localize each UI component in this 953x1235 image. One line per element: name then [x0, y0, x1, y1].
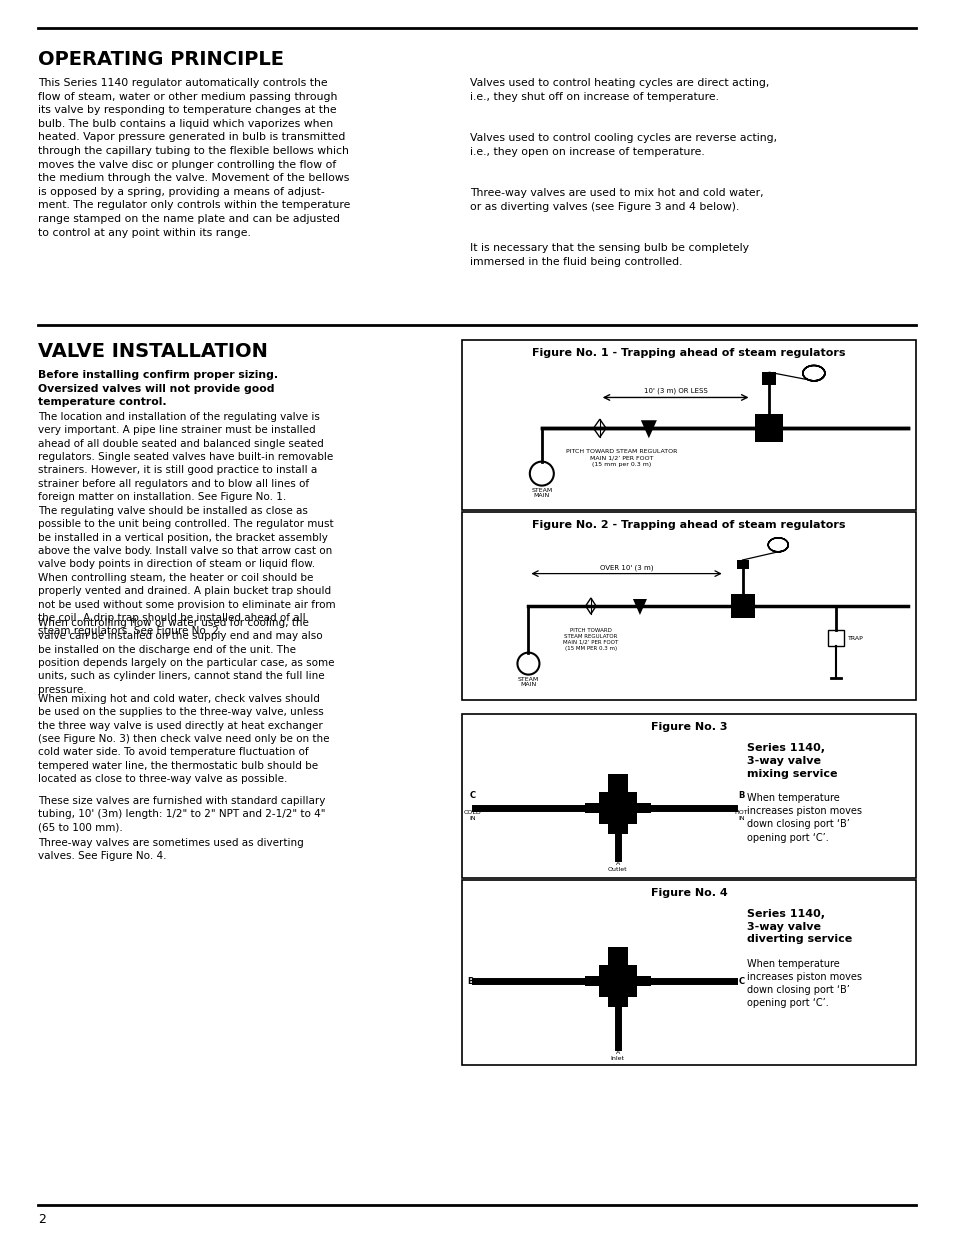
- Text: Three-way valves are used to mix hot and cold water,
or as diverting valves (see: Three-way valves are used to mix hot and…: [470, 188, 762, 211]
- Text: 10' (3 m) OR LESS: 10' (3 m) OR LESS: [643, 388, 707, 394]
- Text: B: B: [738, 792, 744, 800]
- Polygon shape: [632, 599, 646, 615]
- Text: When temperature
increases piston moves
down closing port ‘B’
opening port ‘C’.: When temperature increases piston moves …: [746, 958, 862, 1009]
- Bar: [607, 947, 627, 966]
- Bar: [755, 414, 782, 442]
- Text: OVER 10' (3 m): OVER 10' (3 m): [599, 564, 653, 571]
- Text: Before installing confirm proper sizing.
Oversized valves will not provide good
: Before installing confirm proper sizing.…: [38, 370, 278, 408]
- Text: Figure No. 1 - Trapping ahead of steam regulators: Figure No. 1 - Trapping ahead of steam r…: [532, 348, 845, 358]
- Text: It is necessary that the sensing bulb be completely
immersed in the fluid being : It is necessary that the sensing bulb be…: [470, 243, 748, 267]
- Text: B: B: [467, 977, 474, 986]
- Text: VALVE INSTALLATION: VALVE INSTALLATION: [38, 342, 268, 361]
- Bar: [636, 804, 650, 814]
- Bar: [607, 825, 627, 835]
- Text: A
Inlet: A Inlet: [610, 1050, 624, 1061]
- Text: Figure No. 2 - Trapping ahead of steam regulators: Figure No. 2 - Trapping ahead of steam r…: [532, 520, 845, 530]
- Text: TRAP: TRAP: [847, 636, 863, 641]
- Text: A
Outlet: A Outlet: [607, 861, 627, 872]
- Bar: [584, 977, 598, 987]
- Bar: [598, 966, 636, 998]
- Text: C: C: [470, 792, 476, 800]
- Text: When mixing hot and cold water, check valves should
be used on the supplies to t: When mixing hot and cold water, check va…: [38, 694, 329, 784]
- Text: When controlling flow of water used for cooling, the
valve can be installed on t: When controlling flow of water used for …: [38, 618, 335, 695]
- Text: C: C: [738, 977, 744, 986]
- Text: STEAM
MAIN: STEAM MAIN: [531, 488, 552, 499]
- Bar: [607, 998, 627, 1008]
- Text: COLD
IN: COLD IN: [463, 810, 481, 821]
- Bar: [607, 774, 627, 793]
- Text: Three-way valves are sometimes used as diverting
valves. See Figure No. 4.: Three-way valves are sometimes used as d…: [38, 839, 303, 861]
- Polygon shape: [640, 420, 657, 438]
- Bar: [827, 630, 843, 646]
- Bar: [461, 714, 915, 878]
- Text: Series 1140,
3-way valve
diverting service: Series 1140, 3-way valve diverting servi…: [746, 909, 851, 945]
- Text: Figure No. 3: Figure No. 3: [650, 722, 726, 732]
- Bar: [461, 881, 915, 1065]
- Text: HOT
IN: HOT IN: [734, 810, 747, 821]
- Text: This Series 1140 regulator automatically controls the
flow of steam, water or ot: This Series 1140 regulator automatically…: [38, 78, 350, 237]
- Bar: [461, 513, 915, 700]
- Text: The regulating valve should be installed as close as
possible to the unit being : The regulating valve should be installed…: [38, 506, 335, 636]
- Bar: [761, 372, 776, 385]
- Bar: [636, 977, 650, 987]
- Text: The location and installation of the regulating valve is
very important. A pipe : The location and installation of the reg…: [38, 412, 333, 503]
- Bar: [584, 804, 598, 814]
- Bar: [461, 340, 915, 510]
- Text: When temperature
increases piston moves
down closing port ‘B’
opening port ‘C’.: When temperature increases piston moves …: [746, 793, 862, 842]
- Bar: [598, 793, 636, 825]
- Text: Valves used to control heating cycles are direct acting,
i.e., they shut off on : Valves used to control heating cycles ar…: [470, 78, 768, 101]
- Text: These size valves are furnished with standard capillary
tubing, 10' (3m) length:: These size valves are furnished with sta…: [38, 797, 325, 832]
- Text: Valves used to control cooling cycles are reverse acting,
i.e., they open on inc: Valves used to control cooling cycles ar…: [470, 133, 777, 157]
- Text: PITCH TOWARD
STEAM REGULATOR
MAIN 1/2’ PER FOOT
(15 MM PER 0.3 m): PITCH TOWARD STEAM REGULATOR MAIN 1/2’ P…: [562, 627, 618, 651]
- Text: 2: 2: [38, 1213, 46, 1226]
- Text: PITCH TOWARD STEAM REGULATOR
MAIN 1/2’ PER FOOT
(15 mm per 0.3 m): PITCH TOWARD STEAM REGULATOR MAIN 1/2’ P…: [566, 450, 677, 467]
- Text: Figure No. 4: Figure No. 4: [650, 888, 726, 898]
- Bar: [736, 559, 748, 569]
- Text: OPERATING PRINCIPLE: OPERATING PRINCIPLE: [38, 49, 284, 69]
- Text: STEAM
MAIN: STEAM MAIN: [517, 677, 538, 688]
- Bar: [730, 594, 754, 618]
- Text: Series 1140,
3-way valve
mixing service: Series 1140, 3-way valve mixing service: [746, 743, 837, 778]
